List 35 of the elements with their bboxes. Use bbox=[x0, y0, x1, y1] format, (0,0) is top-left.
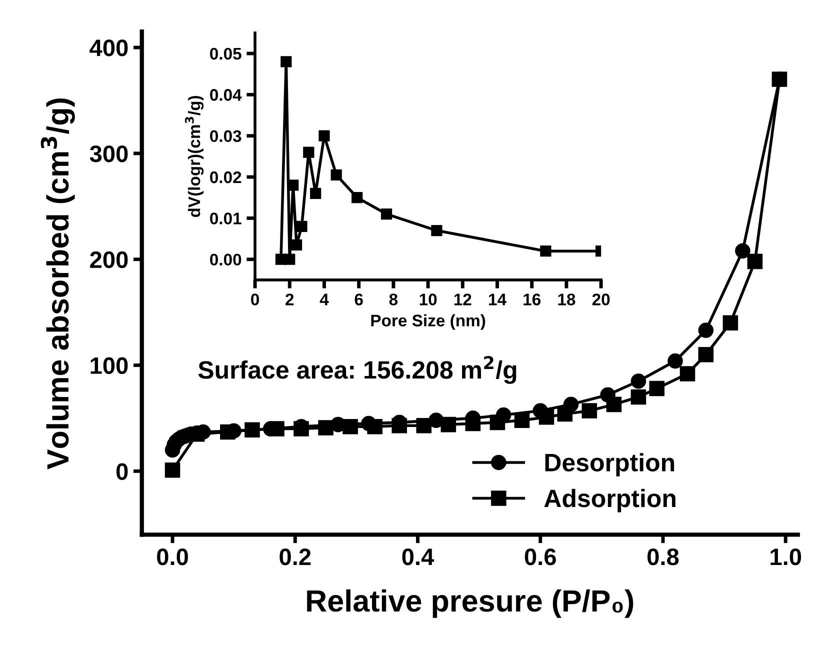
x-tick-label: 0.4 bbox=[402, 548, 434, 566]
y-axis-title: dV(logr)(cm$^{3}$/g) bbox=[185, 96, 204, 218]
x-tick-label: 10 bbox=[420, 294, 437, 306]
y-tick-label: 0.04 bbox=[210, 89, 242, 101]
y-axis-title: Volume absorbed (cm$^{3}$/g) bbox=[40, 98, 75, 470]
x-tick-label: 14 bbox=[489, 294, 506, 306]
x-axis-title: Pore Size (nm) bbox=[371, 314, 486, 330]
y-tick-label: 400 bbox=[90, 40, 128, 56]
y-tick-label: 0.01 bbox=[210, 212, 242, 224]
x-tick-label: 18 bbox=[558, 294, 576, 306]
y-tick-label: 200 bbox=[90, 251, 128, 268]
x-tick-label: 0.2 bbox=[280, 548, 311, 566]
y-tick-label: 0.05 bbox=[210, 48, 242, 60]
annotation: Surface area: 156.208 m$^{2}$/g bbox=[198, 356, 516, 384]
x-tick-label: 2 bbox=[286, 294, 294, 306]
legend-label: Adsorption bbox=[544, 488, 676, 512]
y-tick-label: 0.02 bbox=[210, 171, 242, 184]
y-tick-label: 0.03 bbox=[210, 130, 242, 142]
x-tick-label: 0.6 bbox=[524, 548, 556, 566]
x-tick-label: 16 bbox=[524, 294, 541, 306]
x-tick-label: 0.8 bbox=[648, 548, 679, 566]
x-tick-label: 20 bbox=[592, 294, 610, 306]
x-tick-label: 8 bbox=[389, 294, 398, 306]
x-tick-label: 4 bbox=[320, 294, 329, 306]
y-tick-label: 300 bbox=[90, 145, 128, 162]
x-tick-label: 0 bbox=[251, 294, 259, 306]
x-tick-label: 12 bbox=[454, 294, 472, 306]
x-tick-label: 6 bbox=[354, 294, 363, 306]
legend-label: Desorption bbox=[545, 453, 674, 476]
y-tick-label: 0 bbox=[116, 463, 128, 480]
x-tick-label: 0.0 bbox=[157, 548, 188, 566]
x-axis-title: Relative presure (P/P₀) bbox=[307, 589, 634, 618]
y-tick-label: 0.00 bbox=[210, 254, 242, 266]
y-tick-label: 100 bbox=[90, 357, 128, 374]
x-tick-label: 1.0 bbox=[770, 548, 802, 566]
